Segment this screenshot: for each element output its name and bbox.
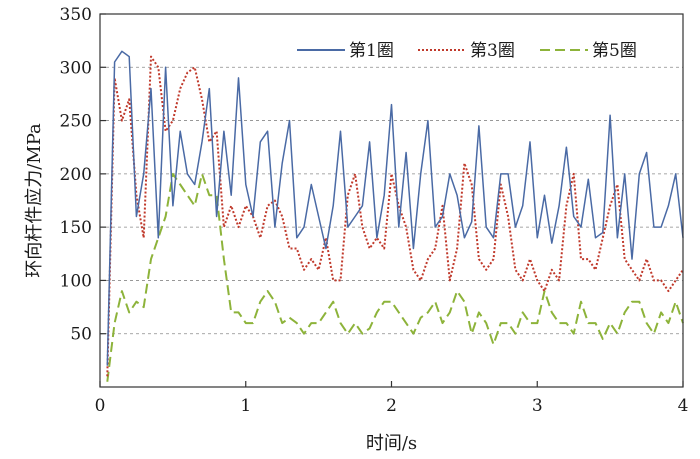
series-line	[106, 55, 684, 377]
y-tick-label: 350	[60, 5, 92, 25]
x-tick-label: 4	[678, 396, 689, 416]
y-tick-label: 150	[60, 218, 92, 238]
x-tick-label: 3	[532, 396, 543, 416]
x-tick-label: 2	[386, 396, 397, 416]
y-tick-label: 200	[60, 165, 92, 185]
series-line	[106, 172, 684, 382]
axis-ticks: 0 1 2 3 4 50 100 150 200 250 300 350	[60, 5, 689, 416]
legend-label: 第5圈	[592, 41, 637, 61]
x-tick-label: 1	[240, 396, 251, 416]
x-axis-title: 时间/s	[366, 433, 417, 454]
series-line	[106, 50, 684, 366]
y-tick-label: 300	[60, 58, 92, 78]
y-tick-label: 100	[60, 271, 92, 291]
series-layer	[106, 50, 684, 382]
y-tick-label: 250	[60, 112, 92, 132]
legend-label: 第1圈	[349, 41, 394, 61]
y-tick-label: 50	[70, 325, 92, 345]
legend-label: 第3圈	[470, 41, 515, 61]
y-axis-title: 环向杆件应力/MPa	[24, 123, 45, 278]
x-tick-label: 0	[95, 396, 106, 416]
legend: 第1圈 第3圈 第5圈	[297, 41, 637, 61]
